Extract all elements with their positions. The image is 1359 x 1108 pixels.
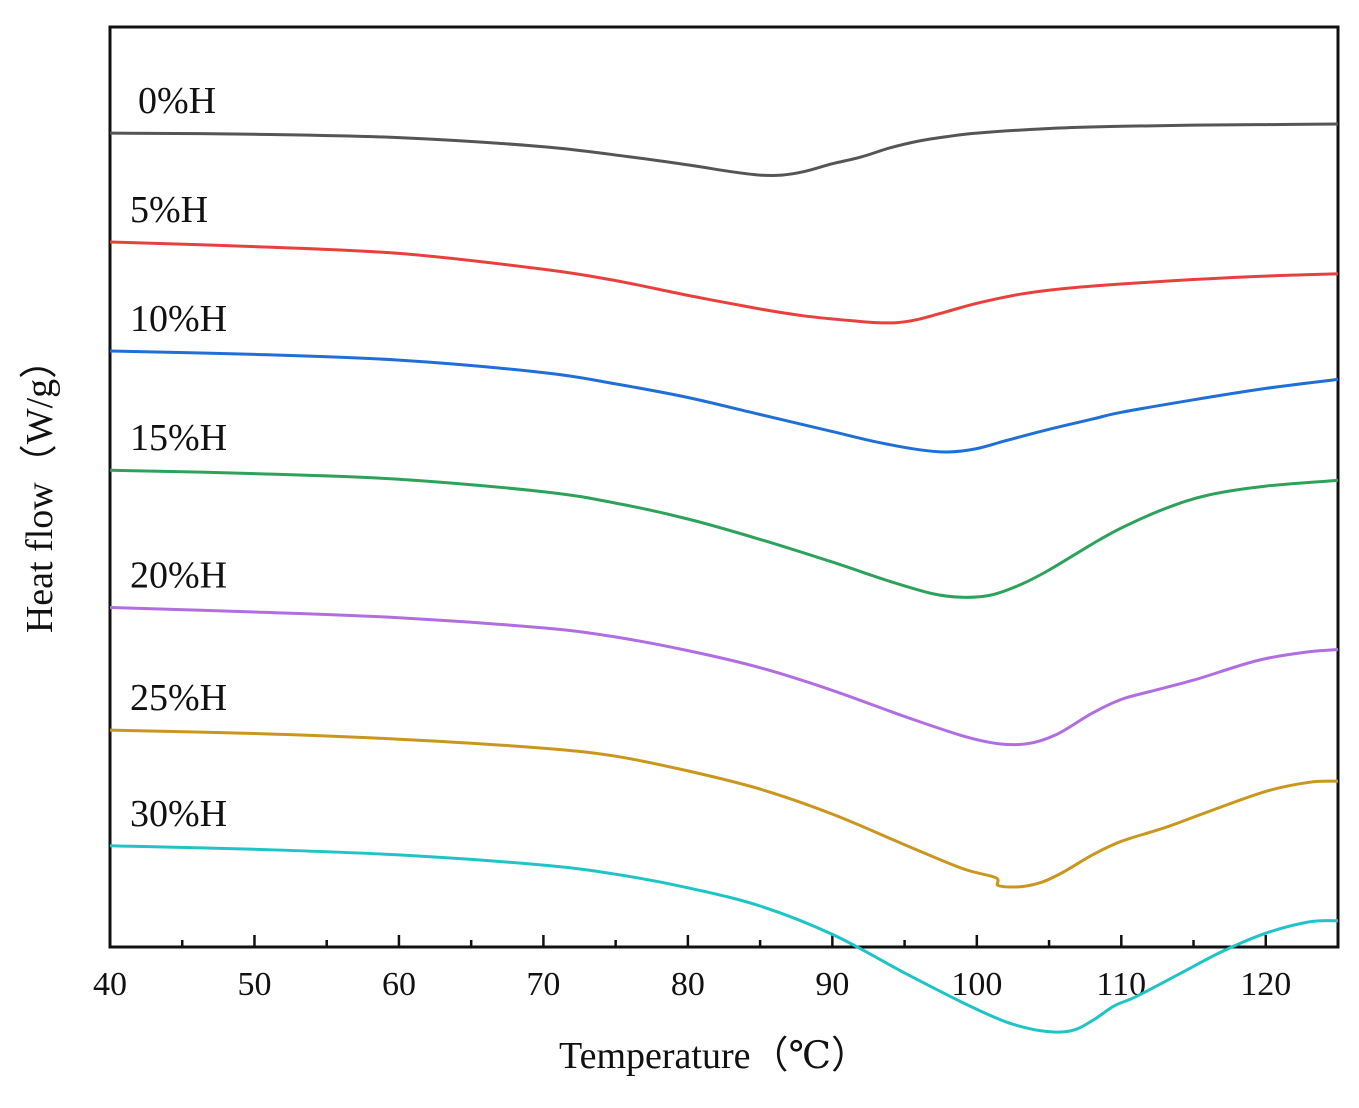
series-line-0pcth — [109, 122, 1339, 177]
series-label: 25%H — [130, 677, 227, 719]
x-tick-label: 90 — [815, 966, 849, 1003]
series-labels: 0%H 5%H 10%H 15%H 20%H 25%H 30%H — [130, 80, 227, 835]
series-line-30pcth — [109, 844, 1339, 1034]
plot-border — [108, 25, 1340, 949]
x-tick-label: 50 — [237, 966, 271, 1003]
series-line-15pcth — [109, 468, 1339, 599]
x-tick-label: 40 — [93, 966, 127, 1003]
x-tick-label: 80 — [671, 966, 705, 1003]
series-line-10pcth — [109, 349, 1339, 454]
x-tick-label: 120 — [1240, 966, 1291, 1003]
x-axis-title: Temperature（℃） — [559, 1035, 869, 1077]
series-line-5pcth — [109, 240, 1339, 325]
plot-frame — [108, 25, 1340, 949]
series-curves — [109, 122, 1339, 1034]
y-axis-title: Heat flow（W/g） — [19, 341, 61, 633]
series-label: 5%H — [130, 189, 208, 231]
x-tick-label: 60 — [382, 966, 416, 1003]
x-axis-ticks: 40 50 60 70 80 90 100 110 120 — [93, 935, 1340, 1003]
series-label: 30%H — [130, 793, 227, 835]
series-label: 20%H — [130, 555, 227, 597]
series-line-20pcth — [109, 606, 1339, 747]
series-line-25pcth — [109, 728, 1339, 889]
series-label: 15%H — [130, 417, 227, 459]
series-label: 10%H — [130, 298, 227, 340]
x-tick-label: 70 — [526, 966, 560, 1003]
series-label: 0%H — [138, 80, 216, 122]
x-tick-label: 110 — [1096, 966, 1146, 1003]
x-tick-label: 100 — [951, 966, 1002, 1003]
